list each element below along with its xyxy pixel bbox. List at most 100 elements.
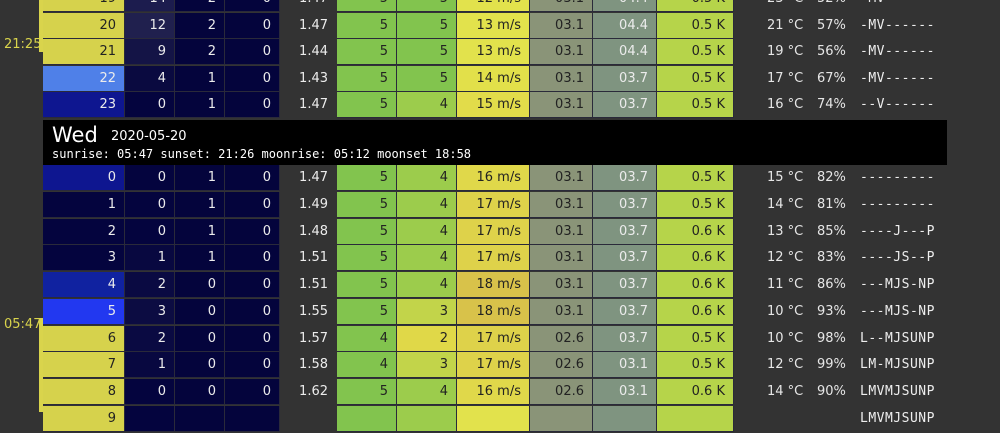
- cell-e: 4: [337, 325, 397, 352]
- cell-d: [280, 405, 337, 432]
- temperature: 12 °C: [767, 357, 804, 373]
- humidity: 67%: [817, 70, 846, 86]
- cell-c: 0: [225, 39, 280, 66]
- wind-cell: 17 m/s: [457, 191, 530, 218]
- hour-cell: 1: [43, 191, 125, 218]
- wind-cell: 13 m/s: [457, 12, 530, 39]
- cell-c: 0: [225, 218, 280, 245]
- cell-b: 1: [175, 165, 225, 191]
- cell-e: 5: [337, 298, 397, 325]
- humidity: 56%: [817, 44, 846, 60]
- cell-a: 0: [125, 92, 175, 119]
- hour-cell: 3: [43, 245, 125, 272]
- humidity: 85%: [817, 223, 846, 239]
- humidity: 82%: [817, 170, 846, 185]
- cell-c: 0: [225, 92, 280, 119]
- cell-g: 03.1: [530, 272, 593, 298]
- hour-cell: 22: [43, 65, 125, 92]
- cell-g: 03.1: [530, 245, 593, 272]
- cell-g: [530, 405, 593, 432]
- humidity: 98%: [817, 330, 846, 346]
- cell-k: 0.6 K: [657, 298, 734, 325]
- condition-flags: LMVMJSUNP: [860, 384, 935, 399]
- condition-flags: ---MJS-NP: [860, 277, 935, 292]
- hour-cell: 8: [43, 379, 125, 405]
- cell-k: 0.5 K: [657, 12, 734, 39]
- cell-f: 5: [397, 12, 457, 39]
- cell-h: 03.7: [593, 65, 657, 92]
- condition-flags: ---------: [860, 170, 935, 185]
- cell-b: 2: [175, 12, 225, 39]
- table-row: 3 1 1 0 1.51 5 4 17 m/s 03.1 03.7 0.6 K 12 °C 83% ---…: [0, 245, 1000, 272]
- cell-a: 0: [125, 218, 175, 245]
- astro-info: sunrise: 05:47 sunset: 21:26 moonrise: 0…: [52, 147, 472, 161]
- hour-cell: 5: [43, 298, 125, 325]
- cell-f: 5: [397, 0, 457, 12]
- cell-g: 03.1: [530, 191, 593, 218]
- cell-b: 1: [175, 65, 225, 92]
- cell-b: 0: [175, 352, 225, 379]
- cell-f: 4: [397, 165, 457, 191]
- temperature: 13 °C: [767, 223, 804, 239]
- cell-k: 0.5 K: [657, 0, 734, 12]
- cell-b: 1: [175, 245, 225, 272]
- cell-h: 03.7: [593, 245, 657, 272]
- temperature: 19 °C: [767, 44, 804, 60]
- wind-cell: 18 m/s: [457, 272, 530, 298]
- cell-a: 2: [125, 325, 175, 352]
- sunrise-time: 05:47: [4, 317, 42, 332]
- cell-c: 0: [225, 0, 280, 12]
- table-row: 2 0 1 0 1.48 5 4 17 m/s 03.1 03.7 0.6 K 13 °C 85% ---…: [0, 218, 1000, 246]
- cell-e: 5: [337, 0, 397, 12]
- cell-h: 03.7: [593, 218, 657, 245]
- cell-e: 5: [337, 272, 397, 298]
- condition-flags: -MV------: [860, 0, 935, 12]
- cell-f: 4: [397, 191, 457, 218]
- wind-cell: 14 m/s: [457, 65, 530, 92]
- table-row: 7 1 0 0 1.58 4 3 17 m/s 02.6 03.1 0.5 K 12 °C 99% LM-…: [0, 352, 1000, 379]
- humidity: 86%: [817, 277, 846, 292]
- cell-c: 0: [225, 379, 280, 405]
- cell-e: 5: [337, 65, 397, 92]
- cell-g: 03.1: [530, 39, 593, 66]
- table-row: 5 3 0 0 1.55 5 3 18 m/s 03.1 03.7 0.6 K 10 °C 93% ---…: [0, 298, 1000, 326]
- cell-k: [657, 405, 734, 432]
- table-row: 23 0 1 0 1.47 5 4 15 m/s 03.1 03.7 0.5 K 16 °C 74% --…: [0, 92, 1000, 119]
- cell-f: 4: [397, 379, 457, 405]
- wind-cell: 17 m/s: [457, 325, 530, 352]
- temperature: 10 °C: [767, 330, 804, 346]
- cell-d: 1.58: [280, 352, 337, 379]
- cell-e: 5: [337, 92, 397, 119]
- cell-a: 0: [125, 379, 175, 405]
- humidity: 90%: [817, 384, 846, 399]
- condition-flags: LM-MJSUNP: [860, 357, 935, 373]
- sunset-bar: [39, 0, 43, 52]
- cell-b: 2: [175, 39, 225, 66]
- cell-f: [397, 405, 457, 432]
- table-row: 4 2 0 0 1.51 5 4 18 m/s 03.1 03.7 0.6 K 11 °C 86% ---…: [0, 272, 1000, 299]
- cell-a: 3: [125, 298, 175, 325]
- cell-c: 0: [225, 298, 280, 325]
- wind-cell: 15 m/s: [457, 92, 530, 119]
- cell-g: 02.6: [530, 379, 593, 405]
- temperature: 21 °C: [767, 17, 804, 33]
- hour-cell: 23: [43, 92, 125, 119]
- cell-k: 0.6 K: [657, 218, 734, 245]
- condition-flags: -MV------: [860, 17, 935, 33]
- cell-d: 1.47: [280, 165, 337, 191]
- temperature: 15 °C: [767, 170, 804, 185]
- cell-g: 03.1: [530, 165, 593, 191]
- cell-k: 0.5 K: [657, 352, 734, 379]
- temperature: 17 °C: [767, 70, 804, 86]
- table-row: 1 0 1 0 1.49 5 4 17 m/s 03.1 03.7 0.5 K 14 °C 81% ---…: [0, 191, 1000, 219]
- cell-f: 4: [397, 245, 457, 272]
- cell-c: 0: [225, 165, 280, 191]
- condition-flags: ---------: [860, 196, 935, 212]
- cell-g: 03.1: [530, 0, 593, 12]
- cell-h: 03.7: [593, 165, 657, 191]
- condition-flags: ----JS--P: [860, 250, 935, 266]
- cell-d: 1.62: [280, 379, 337, 405]
- cell-k: 0.5 K: [657, 165, 734, 191]
- cell-d: 1.55: [280, 298, 337, 325]
- cell-a: 9: [125, 39, 175, 66]
